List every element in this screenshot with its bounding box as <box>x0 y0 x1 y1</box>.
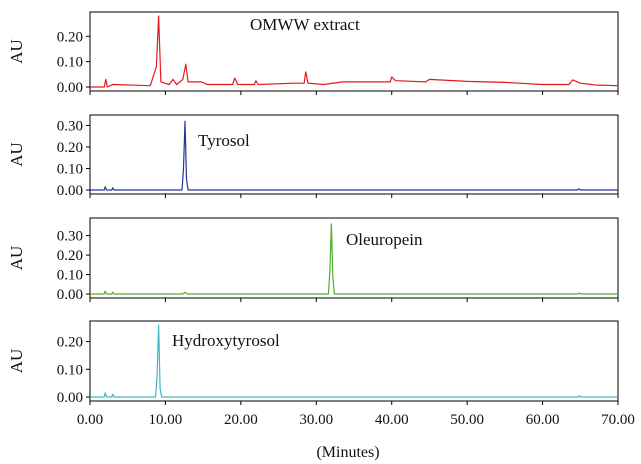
y-tick-label: 0.30 <box>57 118 83 134</box>
plot-frame <box>89 320 619 402</box>
panel-title: Oleuropein <box>346 230 423 249</box>
y-tick-label: 0.00 <box>57 287 83 303</box>
panel-hydroxytyrosol: 0.00 0.10 0.20 AU Hydroxytyrosol <box>7 320 619 406</box>
x-tick-label: 40.00 <box>375 412 409 428</box>
x-axis-label: (Minutes) <box>316 444 379 461</box>
y-tick-label: 0.10 <box>57 362 83 378</box>
y-axis-label: AU <box>7 349 26 374</box>
y-tick-label: 0.00 <box>57 80 83 96</box>
y-axis-label: AU <box>7 39 26 64</box>
x-axis: 0.00 10.00 20.00 30.00 40.00 50.00 60.00 70.00 <box>77 412 635 428</box>
series-line-hydroxytyrosol <box>90 324 618 398</box>
x-tick-label: 30.00 <box>299 412 333 428</box>
y-tick-label: 0.00 <box>57 390 83 406</box>
x-tick-label: 60.00 <box>526 412 560 428</box>
x-tick-label: 0.00 <box>77 412 103 428</box>
plot-frame <box>89 114 619 195</box>
y-tick-label: 0.10 <box>57 55 83 71</box>
series-line-tyrosol <box>90 120 618 191</box>
plot-frame <box>89 11 619 92</box>
y-tick-label: 0.20 <box>57 335 83 351</box>
y-tick-label: 0.20 <box>57 29 83 45</box>
x-tick-label: 10.00 <box>149 412 183 428</box>
panel-title: OMWW extract <box>250 15 360 34</box>
x-tick-label: 50.00 <box>450 412 484 428</box>
y-tick-label: 0.30 <box>57 229 83 245</box>
panel-omww-extract: 0.00 0.10 0.20 AU OMWW extract <box>7 11 619 96</box>
y-tick-label: 0.20 <box>57 248 83 264</box>
series-line-omww-extract <box>90 15 619 88</box>
series-line-oleuropein <box>90 223 618 295</box>
y-axis-label: AU <box>7 246 26 271</box>
panel-title: Hydroxytyrosol <box>172 331 280 350</box>
panel-tyrosol: 0.00 0.10 0.20 0.30 AU Tyrosol <box>7 114 619 199</box>
x-tick-label: 70.00 <box>601 412 635 428</box>
y-tick-label: 0.10 <box>57 161 83 177</box>
y-axis-label: AU <box>7 142 26 167</box>
y-tick-label: 0.20 <box>57 140 83 156</box>
panel-title: Tyrosol <box>198 131 250 150</box>
x-tick-label: 20.00 <box>224 412 258 428</box>
plot-frame <box>89 217 619 299</box>
y-tick-label: 0.00 <box>57 183 83 199</box>
panel-oleuropein: 0.00 0.10 0.20 0.30 AU Oleuropein <box>7 217 619 303</box>
y-tick-label: 0.10 <box>57 268 83 284</box>
